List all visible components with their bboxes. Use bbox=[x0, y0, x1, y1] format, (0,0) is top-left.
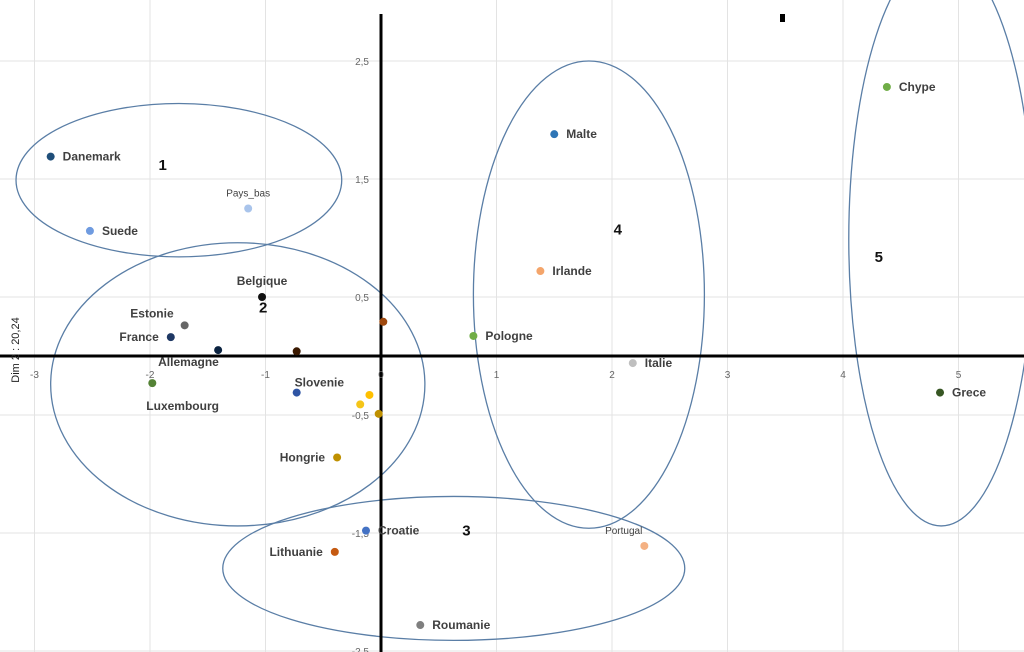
data-point bbox=[166, 333, 175, 342]
y-axis-title: Dim 2 : 20,24 bbox=[10, 317, 22, 382]
data-point bbox=[85, 226, 94, 235]
data-point bbox=[379, 317, 388, 326]
cluster-2-ellipse bbox=[50, 242, 426, 527]
data-point bbox=[361, 526, 370, 535]
point-label: Grece bbox=[952, 386, 986, 400]
point-label: Belgique bbox=[237, 274, 288, 288]
cluster-number: 1 bbox=[159, 157, 167, 174]
x-tick-label: 4 bbox=[840, 370, 846, 381]
y-tick-label: 1,5 bbox=[355, 175, 369, 186]
point-label: Italie bbox=[645, 356, 673, 370]
x-tick-label: -2 bbox=[146, 370, 155, 381]
data-point bbox=[936, 388, 945, 397]
y-tick-label: -1,5 bbox=[352, 529, 370, 540]
data-point bbox=[148, 379, 157, 388]
cluster-3-ellipse bbox=[222, 495, 686, 642]
data-point bbox=[244, 204, 253, 213]
point-label: Portugal bbox=[605, 526, 642, 537]
cluster-5-ellipse bbox=[848, 0, 1024, 527]
point-label: Luxembourg bbox=[146, 399, 219, 413]
data-point bbox=[628, 359, 637, 368]
point-label: Croatie bbox=[378, 524, 420, 538]
data-points bbox=[46, 82, 945, 630]
data-point bbox=[416, 621, 425, 630]
data-point bbox=[333, 453, 342, 462]
data-point bbox=[330, 547, 339, 556]
point-label: France bbox=[119, 330, 159, 344]
x-tick-label: -1 bbox=[261, 370, 270, 381]
cluster-ellipses bbox=[15, 0, 1024, 642]
y-tick-label: -2,5 bbox=[352, 647, 370, 652]
data-point bbox=[356, 400, 365, 409]
axes bbox=[0, 14, 1024, 652]
data-point bbox=[374, 409, 383, 418]
cluster-number: 4 bbox=[614, 222, 623, 239]
x-tick-label: 3 bbox=[725, 370, 731, 381]
x-tick-label: 2 bbox=[609, 370, 615, 381]
data-point bbox=[536, 267, 545, 276]
point-labels: Danemark Suede Pays_bas Belgique Estonie Fran… bbox=[63, 80, 987, 632]
point-label: Slovenie bbox=[295, 376, 345, 390]
cluster-number: 5 bbox=[875, 249, 883, 266]
data-point bbox=[550, 130, 559, 139]
point-label: Lithuanie bbox=[269, 545, 323, 559]
point-label: Suede bbox=[102, 224, 138, 238]
x-tick-label: 0 bbox=[378, 370, 384, 381]
data-point bbox=[214, 346, 223, 355]
point-label: Danemark bbox=[63, 150, 121, 164]
x-tick-label: 1 bbox=[494, 370, 500, 381]
cluster-numbers: 1 2 3 4 5 bbox=[159, 157, 883, 540]
data-point bbox=[258, 293, 267, 301]
cluster-number: 2 bbox=[259, 300, 267, 317]
data-point bbox=[365, 390, 374, 399]
y-tick-label: 0,5 bbox=[355, 293, 369, 304]
y-tick-label: -0,5 bbox=[352, 411, 370, 422]
cluster-number: 3 bbox=[462, 523, 470, 540]
data-point bbox=[640, 541, 649, 550]
data-point bbox=[180, 321, 189, 330]
axis-marker bbox=[780, 14, 785, 22]
data-point bbox=[469, 331, 478, 340]
point-label: Pays_bas bbox=[226, 189, 270, 200]
x-tick-label: 5 bbox=[956, 370, 962, 381]
cluster-4-ellipse bbox=[472, 60, 706, 529]
point-label: Pologne bbox=[485, 329, 533, 343]
data-point bbox=[292, 388, 301, 397]
point-label: Hongrie bbox=[280, 450, 326, 464]
data-point bbox=[882, 82, 891, 91]
cluster-1-ellipse bbox=[15, 102, 343, 258]
data-point bbox=[46, 152, 55, 161]
data-point bbox=[292, 347, 301, 356]
point-label: Allemagne bbox=[158, 355, 219, 369]
tick-labels: -3 -2 -1 0 1 2 3 4 5 2,5 1,5 0,5 -0,5 -1,5 -2,5 bbox=[30, 57, 962, 652]
point-label: Irlande bbox=[552, 264, 592, 278]
point-label: Malte bbox=[566, 127, 597, 141]
point-label: Estonie bbox=[130, 306, 174, 320]
x-tick-label: -3 bbox=[30, 370, 39, 381]
y-tick-label: 2,5 bbox=[355, 57, 369, 68]
point-label: Chype bbox=[899, 80, 936, 94]
point-label: Roumanie bbox=[432, 618, 490, 632]
